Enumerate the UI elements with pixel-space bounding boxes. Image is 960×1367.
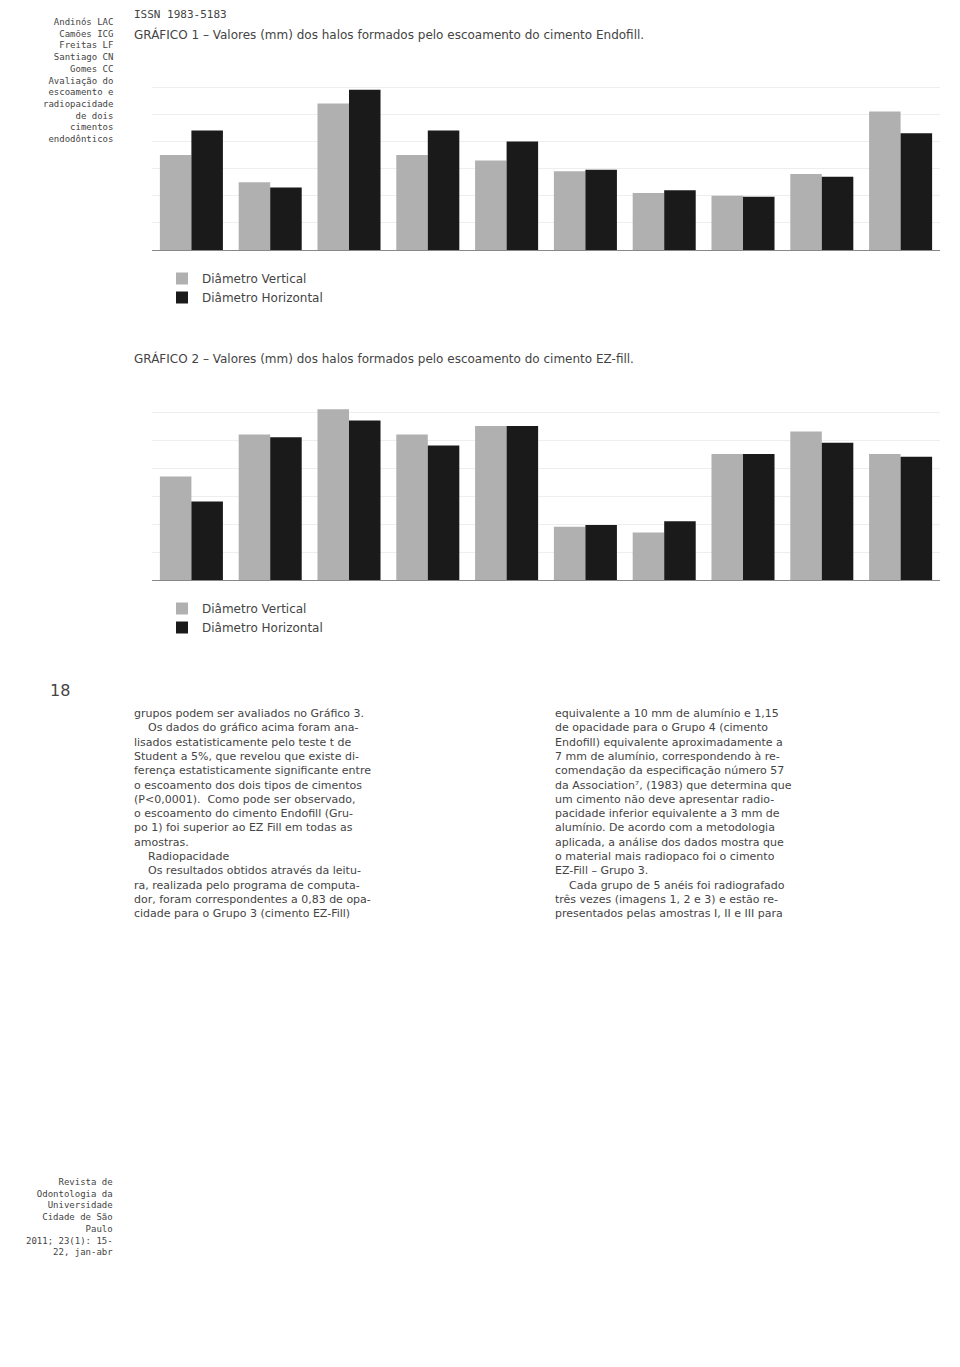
svg-text:Diâmetro Vertical: Diâmetro Vertical [202, 602, 306, 616]
svg-text:Revista deOdontologia daUniver: Revista deOdontologia daUniversidadeCida… [26, 1177, 113, 1257]
svg-text:Diâmetro Horizontal: Diâmetro Horizontal [202, 291, 323, 305]
svg-text:GRÁFICO 2 – Valores (mm) dos h: GRÁFICO 2 – Valores (mm) dos halos forma… [134, 351, 634, 366]
svg-text:equivalente a 10 mm de alumíni: equivalente a 10 mm de alumínio e 1,15de… [555, 707, 792, 920]
svg-text:Diâmetro Vertical: Diâmetro Vertical [202, 272, 306, 286]
svg-text:Andinós LACCamões ICGFreitas L: Andinós LACCamões ICGFreitas LFSantiago … [43, 17, 113, 144]
svg-text:GRÁFICO 1 – Valores (mm) dos h: GRÁFICO 1 – Valores (mm) dos halos forma… [134, 27, 644, 42]
svg-text:18: 18 [50, 681, 70, 700]
svg-text:ISSN 1983-5183: ISSN 1983-5183 [134, 8, 227, 21]
svg-text:grupos podem ser avaliados no: grupos podem ser avaliados no Gráfico 3.… [134, 707, 371, 920]
svg-text:Diâmetro Horizontal: Diâmetro Horizontal [202, 621, 323, 635]
